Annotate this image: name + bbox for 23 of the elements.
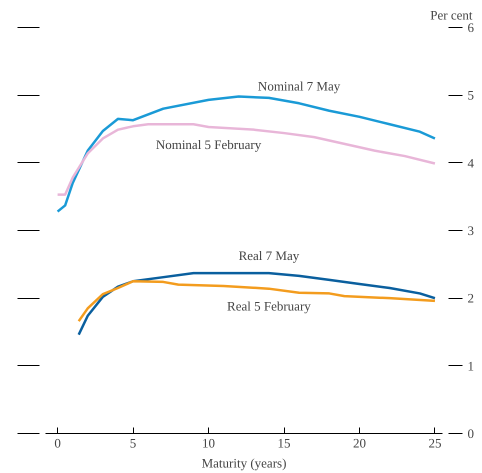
y2-tick-label: 1 — [468, 358, 474, 374]
line-series — [77, 272, 436, 336]
series-label: Nominal 5 February — [156, 136, 262, 152]
x-tick-label: 0 — [54, 436, 61, 450]
y2-tick-label: 3 — [468, 223, 474, 238]
y2-tick-label: 6 — [468, 20, 474, 35]
y2-tick-label: 5 — [468, 88, 474, 103]
series-label: Real 7 May — [238, 248, 300, 264]
x-tick-label: 10 — [202, 436, 216, 450]
series-label: Nominal 7 May — [258, 78, 341, 94]
y2-tick-label: 2 — [468, 290, 474, 306]
line-series — [77, 280, 436, 322]
x-tick-label: 15 — [278, 436, 290, 450]
x-tick-label: 5 — [130, 436, 136, 450]
x-tick-label: 25 — [428, 436, 442, 450]
series-label: Real 5 February — [227, 298, 312, 314]
y2-tick-label: 0 — [468, 426, 474, 441]
y2-tick-label: 4 — [468, 155, 474, 170]
line-series — [56, 95, 436, 213]
x-axis-title: Maturity (years) — [202, 456, 286, 470]
y2-axis-title: Per cent — [430, 8, 473, 22]
line-series — [56, 123, 436, 196]
x-tick-label: 20 — [352, 436, 366, 450]
